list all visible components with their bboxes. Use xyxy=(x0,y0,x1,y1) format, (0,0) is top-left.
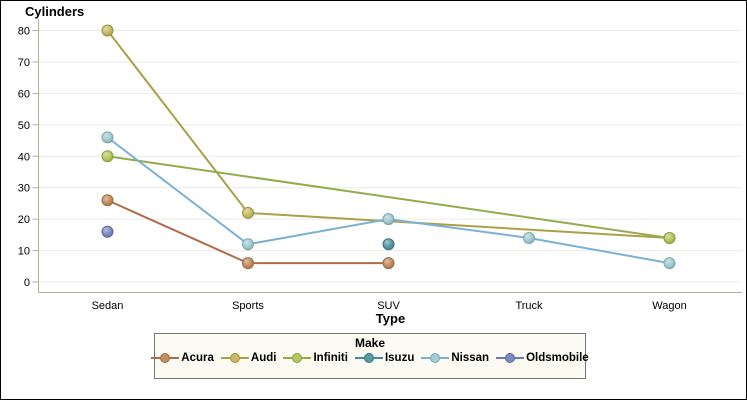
x-tick-label: Wagon xyxy=(652,300,686,312)
legend-items: Acura Audi Infiniti Isuzu Nissan xyxy=(151,352,589,364)
legend-item: Infiniti xyxy=(283,352,348,364)
x-axis-title: Type xyxy=(375,311,406,326)
legend-item: Nissan xyxy=(421,352,489,364)
data-point-audi xyxy=(242,206,254,219)
series-line-infiniti xyxy=(106,155,671,239)
y-tick-label: 60 xyxy=(18,88,30,100)
y-tick-label: 30 xyxy=(18,183,30,195)
legend-item-label: Isuzu xyxy=(384,352,415,364)
legend-item-label: Oldsmobile xyxy=(526,352,589,364)
data-point-nissan xyxy=(101,131,114,144)
x-tick-label: SUV xyxy=(377,300,400,312)
data-point-oldsmobile xyxy=(101,225,114,238)
y-tick-label: 10 xyxy=(18,246,30,258)
y-axis-title: Cylinders xyxy=(25,4,85,19)
y-tick-label: 20 xyxy=(18,214,30,226)
plot-area: 0 10 20 30 40 50 60 70 80 Sedan Sports SUV Truck Wago… xyxy=(18,19,742,312)
data-point-acura xyxy=(242,257,254,270)
y-tick-label: 80 xyxy=(18,26,30,38)
y-tick-label: 0 xyxy=(24,277,30,289)
legend-item: Oldsmobile xyxy=(496,352,589,364)
legend-series-marker-icon xyxy=(421,353,450,363)
legend-series-marker-icon xyxy=(283,353,312,363)
x-tick-label: Sports xyxy=(232,300,264,312)
legend-title: Make xyxy=(354,336,386,350)
legend-item: Acura xyxy=(151,352,214,364)
legend-item-label: Infiniti xyxy=(313,352,348,364)
data-point-nissan xyxy=(523,231,535,244)
legend-series-marker-icon xyxy=(220,353,249,363)
legend-item: Isuzu xyxy=(354,352,415,364)
x-tick-label: Truck xyxy=(515,300,543,312)
data-point-infiniti xyxy=(101,150,114,163)
legend-series-marker-icon xyxy=(496,353,525,363)
y-tick-label: 50 xyxy=(18,120,30,132)
x-tick-label: Sedan xyxy=(92,300,124,312)
data-point-acura xyxy=(101,194,114,207)
legend-series-marker-icon xyxy=(151,353,180,363)
data-point-nissan xyxy=(663,257,676,270)
data-point-nissan xyxy=(382,213,395,226)
legend: Make Acura Audi Infiniti Isuzu xyxy=(151,333,589,379)
data-point-infiniti xyxy=(663,231,676,244)
data-point-audi xyxy=(101,24,114,37)
legend-item-label: Nissan xyxy=(451,352,490,364)
legend-item-label: Acura xyxy=(181,352,214,364)
y-tick-label: 70 xyxy=(18,57,30,69)
legend-item: Audi xyxy=(220,352,277,364)
data-point-nissan xyxy=(242,238,254,251)
data-point-isuzu xyxy=(382,238,395,251)
legend-series-marker-icon xyxy=(354,353,383,363)
y-tick-label: 40 xyxy=(18,151,30,163)
data-point-acura xyxy=(382,257,395,270)
legend-item-label: Audi xyxy=(250,352,277,364)
